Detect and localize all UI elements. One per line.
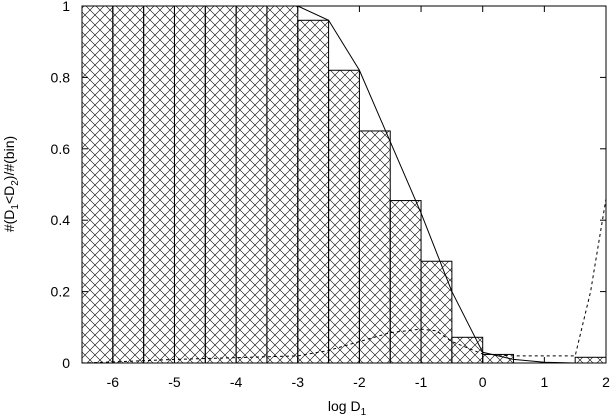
y-tick-label-5: 1 bbox=[62, 0, 70, 14]
bar-9 bbox=[358, 130, 391, 364]
bar-2 bbox=[143, 5, 175, 364]
bar-11 bbox=[420, 260, 453, 364]
x-tick-label-1: -5 bbox=[168, 374, 181, 390]
x-tick-label-6: 0 bbox=[479, 374, 487, 390]
bar-0 bbox=[81, 5, 114, 364]
y-axis-label: #(D1<D2)/#(bin) bbox=[1, 136, 21, 232]
x-tick-label-0: -6 bbox=[107, 374, 120, 390]
series-line-dashed bbox=[81, 198, 607, 364]
bar-5 bbox=[235, 5, 268, 364]
y-axis-label-suffix: )/#(bin) bbox=[1, 136, 17, 180]
bar-8 bbox=[328, 69, 360, 364]
x-tick-label-7: 1 bbox=[540, 374, 548, 390]
y-axis-label-sub1: 1 bbox=[10, 204, 21, 210]
bar-6 bbox=[266, 5, 299, 364]
y-tick-labels: 0 0.2 0.4 0.6 0.8 1 bbox=[51, 0, 71, 371]
x-tick-label-4: -2 bbox=[353, 374, 366, 390]
bar-16 bbox=[574, 356, 607, 364]
y-axis-label-mid: <D bbox=[1, 186, 17, 204]
x-tick-label-8: 2 bbox=[602, 374, 610, 390]
y-tick-label-0: 0 bbox=[62, 355, 70, 371]
x-tick-label-5: -1 bbox=[415, 374, 428, 390]
plot-frame bbox=[81, 5, 607, 364]
y-axis-label-prefix: #(D bbox=[1, 210, 17, 233]
x-axis-label-main: log D bbox=[328, 398, 361, 414]
x-axis-label-subscript: 1 bbox=[361, 407, 367, 418]
y-tick-label-3: 0.6 bbox=[51, 141, 71, 157]
y-axis-label-sub2: 2 bbox=[10, 180, 21, 186]
bar-3 bbox=[173, 5, 206, 364]
x-tick-label-3: -3 bbox=[292, 374, 305, 390]
x-tick-label-2: -4 bbox=[230, 374, 243, 390]
y-tick-label-4: 0.8 bbox=[51, 69, 71, 85]
histogram-bars bbox=[81, 5, 607, 364]
x-axis-label: log D1 bbox=[328, 398, 367, 418]
bar-7 bbox=[297, 19, 330, 364]
bar-12 bbox=[451, 336, 484, 364]
y-tick-label-1: 0.2 bbox=[51, 284, 71, 300]
bar-10 bbox=[389, 200, 422, 364]
bar-4 bbox=[204, 5, 237, 364]
y-tick-label-2: 0.4 bbox=[51, 212, 71, 228]
x-tick-labels: -6 -5 -4 -3 -2 -1 0 1 2 bbox=[107, 374, 611, 390]
bar-1 bbox=[112, 5, 145, 364]
